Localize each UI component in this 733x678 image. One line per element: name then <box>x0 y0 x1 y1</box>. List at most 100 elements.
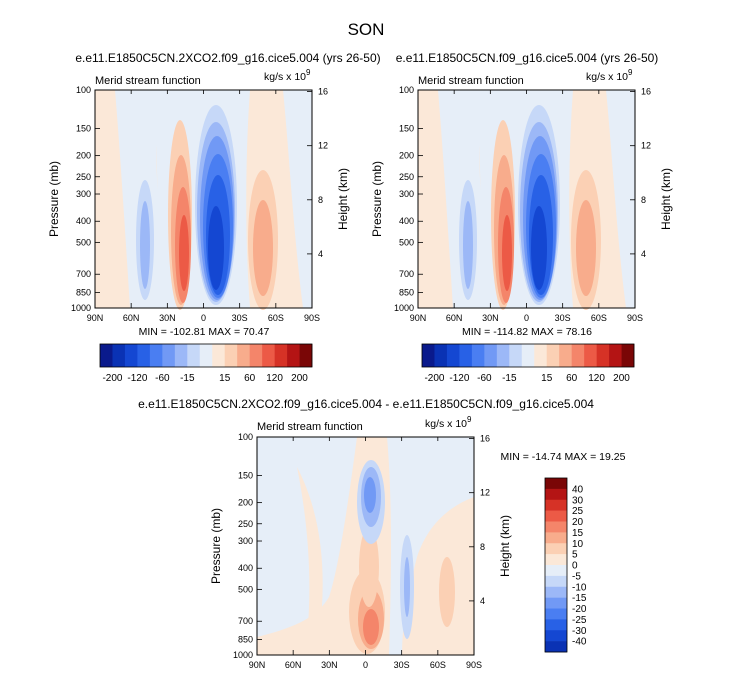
colorbar-top-left: -200 -120 -60 -15 15 60 120 200 <box>99 343 313 384</box>
colorbar-label: -60 <box>155 373 170 384</box>
colorbar-swatch <box>287 344 300 367</box>
colorbar-label: 0 <box>572 561 578 572</box>
colorbar-swatch <box>534 344 548 367</box>
contour-field <box>417 89 636 310</box>
colorbar-swatch <box>545 575 567 588</box>
colorbar-swatch <box>545 488 567 501</box>
panel-bottom: e.e11.E1850C5CN.2XCO2.f09_g16.cice5.004 … <box>138 397 626 656</box>
x-tick-label: 90N <box>249 660 266 670</box>
colorbar-label: -200 <box>102 373 122 384</box>
colorbar-swatch <box>124 344 138 367</box>
height-tick-label: 8 <box>318 195 323 205</box>
colorbar-swatch <box>299 344 313 367</box>
y-tick-label: 200 <box>399 151 414 161</box>
region-positive-weak <box>297 467 323 637</box>
colorbar-label: 60 <box>244 373 256 384</box>
height-tick-label: 16 <box>480 434 490 444</box>
y-tick-label: 400 <box>399 216 414 226</box>
y-tick-label: 700 <box>399 269 414 279</box>
colorbar-swatch <box>545 521 567 533</box>
panel-title: e.e11.E1850C5CN.f09_g16.cice5.004 (yrs 2… <box>396 51 659 65</box>
x-tick-label: 30N <box>482 313 499 323</box>
colorbar-swatch <box>545 608 567 620</box>
units-label: kg/s x 109 <box>264 68 311 83</box>
height-tick-label: 4 <box>318 249 323 259</box>
colorbar-label: 10 <box>572 539 584 550</box>
x-tick-label: 0 <box>363 660 368 670</box>
colorbar-swatch <box>212 344 226 367</box>
colorbar-swatch <box>149 344 163 367</box>
colorbar-label: 120 <box>588 373 605 384</box>
region-negative <box>404 557 410 617</box>
x-tick-label: 30N <box>321 660 338 670</box>
region-negative-weak <box>257 437 357 637</box>
figure-title: SON <box>348 20 385 39</box>
colorbar-label: -15 <box>502 373 517 384</box>
y-tick-label: 400 <box>238 563 253 573</box>
height-tick-label: 12 <box>480 488 490 498</box>
y-tick-label: 200 <box>76 151 91 161</box>
y-axis-title: Pressure (mb) <box>370 161 384 237</box>
y-tick-label: 300 <box>399 189 414 199</box>
colorbar-swatch <box>545 554 567 566</box>
colorbar-swatch <box>545 597 567 609</box>
colorbar-label: 30 <box>572 495 584 506</box>
colorbar-swatch <box>274 344 288 367</box>
x-tick-label: 30S <box>555 313 571 323</box>
colorbar-swatch <box>137 344 151 367</box>
variable-label: Merid stream function <box>257 421 363 433</box>
x-tick-label: 30S <box>394 660 410 670</box>
contour-field <box>256 436 475 656</box>
y-tick-label: 1000 <box>233 650 253 660</box>
units-label: kg/s x 109 <box>586 68 633 83</box>
y-tick-label: 250 <box>238 519 253 529</box>
y-tick-label: 1000 <box>71 303 91 313</box>
region-positive <box>502 215 512 291</box>
y-tick-label: 1000 <box>394 303 414 313</box>
region-negative <box>531 206 547 290</box>
colorbar-swatch <box>545 619 567 631</box>
colorbar-label: 15 <box>541 373 553 384</box>
x-tick-label: 60N <box>446 313 463 323</box>
x-tick-label: 30N <box>159 313 176 323</box>
region-negative-weak <box>606 90 635 308</box>
colorbar-swatch <box>459 344 473 367</box>
units-label: kg/s x 109 <box>425 415 472 430</box>
colorbar-swatch <box>509 344 523 367</box>
colorbar-label: 25 <box>572 506 584 517</box>
colorbar-label: 120 <box>266 373 283 384</box>
colorbar-label: 20 <box>572 517 584 528</box>
colorbar-label: 5 <box>572 550 578 561</box>
colorbar-label: -10 <box>572 582 587 593</box>
y-axis-title: Pressure (mb) <box>209 508 223 584</box>
colorbar-label: -20 <box>572 604 587 615</box>
colorbar-frame <box>99 343 313 368</box>
colorbar-swatch <box>471 344 485 367</box>
y-tick-label: 250 <box>399 172 414 182</box>
region-negative-weak <box>387 437 474 655</box>
colorbar-swatch <box>545 478 567 490</box>
y-tick-label: 300 <box>238 536 253 546</box>
colorbar-label: -200 <box>424 373 444 384</box>
y2-axis-title: Height (km) <box>659 168 673 230</box>
colorbar-swatch <box>546 344 560 367</box>
colorbar-swatch <box>545 630 567 642</box>
colorbar-swatch <box>162 344 176 367</box>
colorbar-swatch <box>446 344 460 367</box>
x-tick-label: 60S <box>268 313 284 323</box>
height-tick-label: 16 <box>318 87 328 97</box>
colorbar-frame <box>544 477 568 653</box>
x-tick-label: 90N <box>87 313 104 323</box>
region-negative-weak <box>283 90 312 308</box>
height-tick-label: 4 <box>641 249 646 259</box>
y-tick-label: 150 <box>238 470 253 480</box>
x-tick-label: 60S <box>430 660 446 670</box>
colorbar-swatch <box>545 532 567 544</box>
colorbar-swatch <box>545 543 567 555</box>
colorbar-swatch <box>545 499 567 511</box>
y-tick-label: 500 <box>238 584 253 594</box>
y-tick-label: 400 <box>76 216 91 226</box>
y-tick-label: 850 <box>76 288 91 298</box>
height-tick-label: 12 <box>318 141 328 151</box>
colorbar-label: -120 <box>449 373 469 384</box>
